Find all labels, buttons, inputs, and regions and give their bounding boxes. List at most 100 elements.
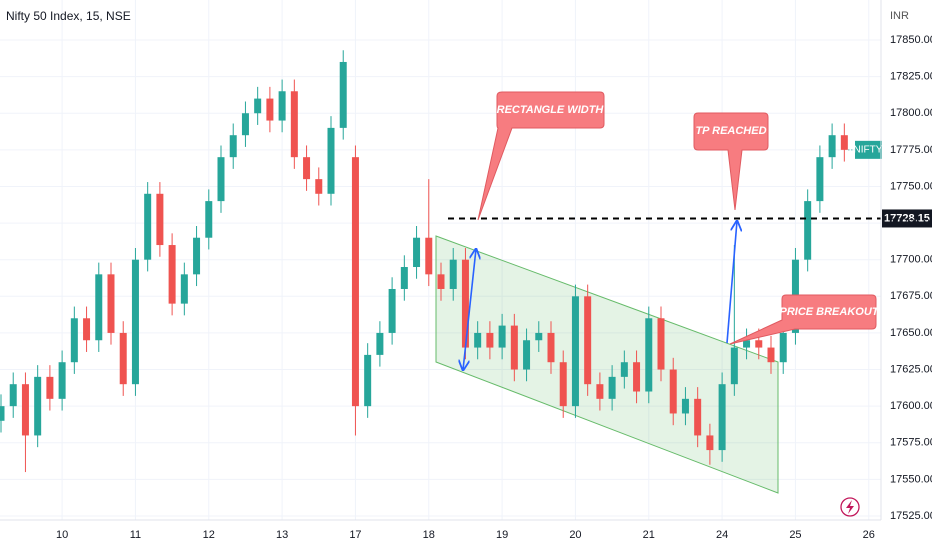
candle-body: [95, 274, 103, 341]
candle-body: [400, 267, 408, 289]
candle-body: [523, 340, 531, 370]
y-tick-label: 17775.00: [890, 144, 932, 156]
candle-body: [119, 332, 127, 385]
candle-body: [290, 91, 298, 158]
icon: [846, 500, 854, 514]
candle-body: [694, 398, 702, 436]
axis: 17525.00 17550.00 17575.00 17600.00 17625.00…: [56, 34, 932, 541]
annotation: RECTANGLE WIDTH: [497, 104, 605, 116]
annotation: PRICE BREAKOUT: [779, 306, 879, 318]
candle-body: [681, 398, 689, 414]
candle-body: [584, 296, 592, 385]
x-tick-label: 24: [716, 529, 728, 541]
candle-body: [669, 369, 677, 414]
candle-body: [58, 362, 66, 399]
y-tick-label: 17825.00: [890, 71, 932, 83]
currency: INR: [890, 10, 909, 22]
y-tick-label: 17700.00: [890, 254, 932, 266]
candle-body: [339, 61, 347, 128]
callout: [477, 91, 605, 221]
candle-body: [730, 347, 738, 385]
candle-body: [767, 347, 775, 363]
candle-body: [315, 179, 323, 194]
candle-body: [840, 135, 848, 150]
candle-body: [254, 98, 262, 114]
candle-body: [425, 237, 433, 275]
y-tick-label: 17525.00: [890, 510, 932, 522]
candle-body: [804, 201, 812, 260]
candle-body: [657, 318, 665, 370]
x-tick-label: 20: [569, 529, 581, 541]
y-tick-label: 17675.00: [890, 290, 932, 302]
level: 17728.15 NIFTY: [448, 140, 932, 228]
x-tick-label: 21: [643, 529, 655, 541]
callout: [693, 112, 769, 211]
candle-body: [278, 91, 286, 121]
candle-body: [437, 274, 445, 289]
y-tick-label: 17575.00: [890, 437, 932, 449]
candle-body: [816, 157, 824, 202]
channel: [435, 235, 779, 494]
chart-title: Nifty 50 Index, 15, NSE: [6, 9, 131, 23]
candle-body: [21, 384, 29, 436]
x-tick-label: 18: [423, 529, 435, 541]
candle-body: [535, 332, 543, 341]
x-tick-label: 10: [56, 529, 68, 541]
candle-body: [0, 406, 5, 421]
candle-body: [266, 98, 274, 121]
candle-body: [755, 340, 763, 348]
y-tick-label: 17725.00: [890, 217, 932, 229]
candle-body: [461, 259, 469, 348]
x-tick-label: 13: [276, 529, 288, 541]
candle-body: [46, 376, 54, 399]
x-tick-label: 19: [496, 529, 508, 541]
candle-body: [828, 135, 836, 158]
candle-body: [131, 259, 139, 385]
last-price-tag: [855, 140, 882, 159]
candle-body: [351, 157, 359, 407]
candle-body: [633, 362, 641, 392]
candle-body: [547, 332, 555, 363]
candle-body: [486, 332, 494, 348]
candle-body: [388, 288, 396, 333]
candle-body: [510, 325, 518, 370]
candle-body: [498, 325, 506, 348]
candle-body: [608, 376, 616, 399]
candle-body: [34, 376, 42, 436]
candle-body: [168, 245, 176, 304]
y-tick-label: 17850.00: [890, 34, 932, 46]
price-tag: [882, 209, 932, 228]
candle-body: [413, 237, 421, 268]
candle-body: [180, 274, 188, 304]
candle-body: [107, 274, 115, 333]
candle-body: [571, 296, 579, 407]
y-tick-label: 17600.00: [890, 400, 932, 412]
candle-body: [645, 318, 653, 392]
candle-body: [70, 318, 78, 363]
price-tag-label: 17728.15: [884, 212, 930, 224]
x-tick-label: 25: [789, 529, 801, 541]
candle-body: [559, 362, 567, 407]
callout: [729, 294, 877, 345]
candle-body: [718, 384, 726, 451]
candle-body: [83, 318, 91, 341]
y-tick-label: 17750.00: [890, 180, 932, 192]
candle-body: [706, 435, 714, 451]
candle-body: [364, 354, 372, 407]
x-tick-label: 12: [203, 529, 215, 541]
y-tick-label: 17800.00: [890, 107, 932, 119]
candle-body: [743, 340, 751, 348]
candle-body: [474, 332, 482, 348]
candle-body: [156, 193, 164, 246]
candle-body: [303, 157, 311, 180]
candle-body: [229, 135, 237, 158]
candle-body: [217, 157, 225, 202]
candle-body: [779, 332, 787, 363]
x-tick-label: 11: [130, 529, 141, 541]
x-tick-label: 26: [863, 529, 875, 541]
y-tick-label: 17550.00: [890, 473, 932, 485]
tp-arrow: [726, 221, 737, 344]
y-tick-label: 17625.00: [890, 363, 932, 375]
annotation: TP REACHED: [695, 125, 766, 137]
